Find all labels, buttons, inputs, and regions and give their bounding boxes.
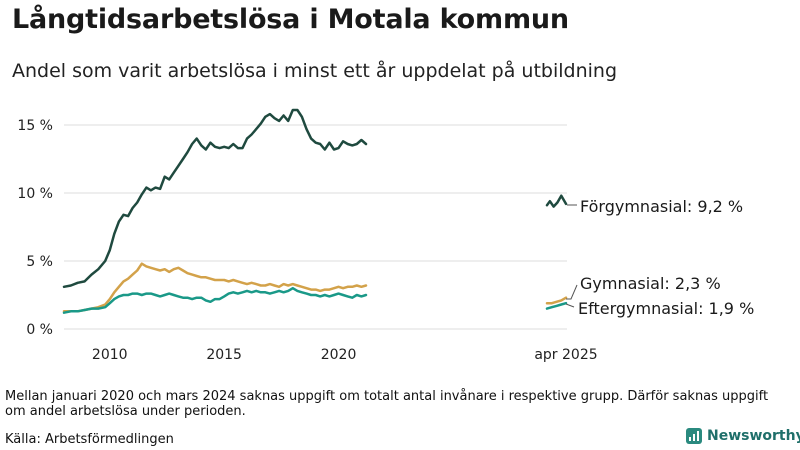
series-line-eftergymnasial xyxy=(62,286,368,314)
brand-name: Newsworthy xyxy=(707,428,800,444)
x-tick-label: apr 2025 xyxy=(534,347,597,363)
series-line-gymnasial xyxy=(62,262,368,313)
series-label-eftergymnasial: Eftergymnasial: 1,9 % xyxy=(578,299,754,318)
source-text: Källa: Arbetsförmedlingen xyxy=(5,432,174,447)
chart-title: Långtidsarbetslösa i Motala kommun xyxy=(12,4,569,35)
label-leader-line xyxy=(566,284,578,300)
newsworthy-logo-icon xyxy=(686,428,702,444)
series-line-eftergymnasial xyxy=(545,301,568,310)
y-tick-label: 0 % xyxy=(26,322,53,338)
series-line-förgymnasial xyxy=(545,194,568,208)
label-leader-line xyxy=(565,303,575,308)
x-tick-label: 2020 xyxy=(321,347,357,363)
series-line-förgymnasial xyxy=(62,108,368,289)
chart-subtitle: Andel som varit arbetslösa i minst ett å… xyxy=(12,60,618,82)
series-label-förgymnasial: Förgymnasial: 9,2 % xyxy=(580,197,743,216)
y-tick-label: 15 % xyxy=(17,118,53,134)
x-tick-label: 2015 xyxy=(206,347,242,363)
footnote: Mellan januari 2020 och mars 2024 saknas… xyxy=(5,389,769,419)
series-line-gymnasial xyxy=(545,296,568,305)
brand-logo: Newsworthy xyxy=(686,428,800,444)
series-label-gymnasial: Gymnasial: 2,3 % xyxy=(580,274,721,293)
x-tick-label: 2010 xyxy=(92,347,128,363)
y-tick-label: 5 % xyxy=(26,254,53,270)
y-tick-label: 10 % xyxy=(17,186,53,202)
